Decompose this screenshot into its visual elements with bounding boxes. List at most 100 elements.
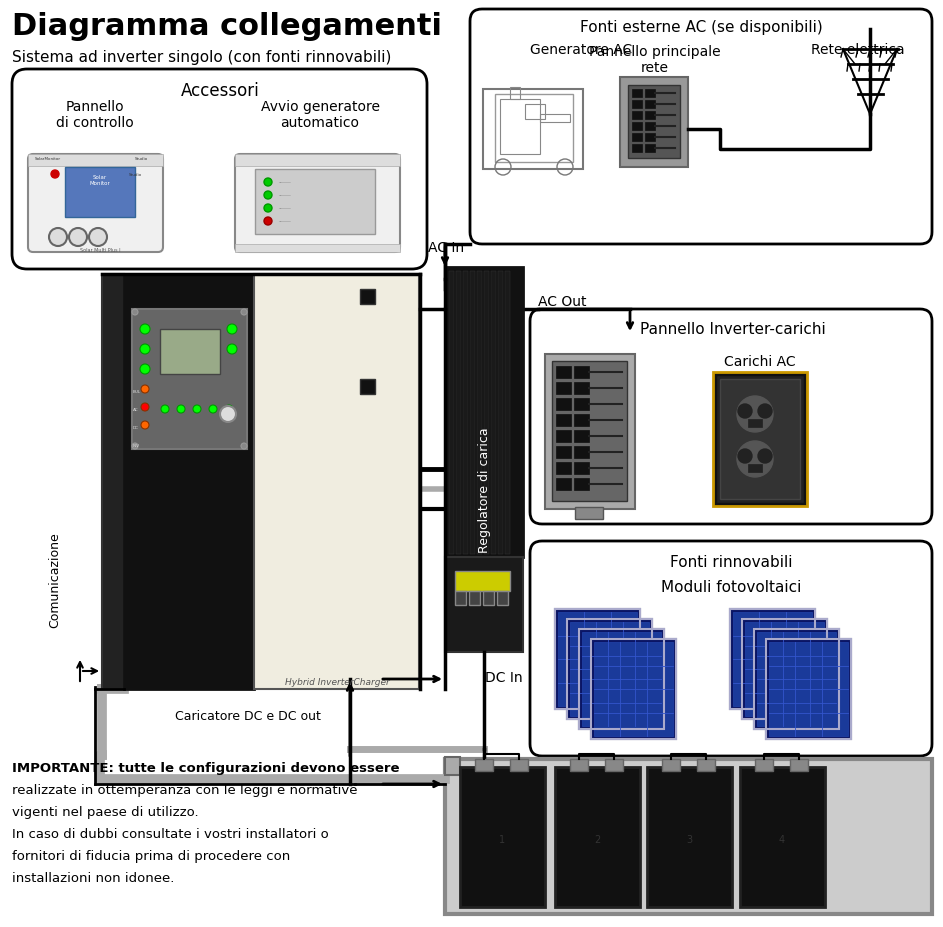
Bar xyxy=(740,768,825,907)
Text: In caso di dubbi consultate i vostri installatori o: In caso di dubbi consultate i vostri ins… xyxy=(12,827,329,840)
Text: Caricatore DC e DC out: Caricatore DC e DC out xyxy=(175,709,321,722)
Bar xyxy=(567,619,652,719)
Bar xyxy=(570,622,649,717)
Text: realizzate in ottemperanza con le leggi e normative: realizzate in ottemperanza con le leggi … xyxy=(12,783,357,796)
Bar xyxy=(556,463,571,475)
Bar xyxy=(463,272,468,554)
Text: BUL: BUL xyxy=(133,389,141,394)
Text: Regolatore di carica: Regolatore di carica xyxy=(477,426,490,552)
Bar xyxy=(632,90,642,98)
Bar xyxy=(495,95,573,163)
Bar xyxy=(715,375,805,504)
Bar xyxy=(445,557,523,653)
Bar xyxy=(255,170,375,235)
Bar xyxy=(632,133,642,142)
Bar xyxy=(445,759,932,914)
Text: 1: 1 xyxy=(499,834,505,844)
Bar xyxy=(498,272,503,554)
Bar xyxy=(628,86,680,159)
Circle shape xyxy=(264,205,272,213)
Bar xyxy=(748,420,762,427)
Bar xyxy=(745,622,824,717)
Circle shape xyxy=(264,179,272,187)
Circle shape xyxy=(140,324,150,335)
Bar xyxy=(555,609,640,709)
Bar xyxy=(575,507,603,519)
Bar xyxy=(579,629,664,730)
Circle shape xyxy=(241,310,247,316)
Bar xyxy=(132,310,247,450)
Text: fornitori di fiducia prima di procedere con: fornitori di fiducia prima di procedere … xyxy=(12,849,290,862)
Bar xyxy=(645,133,655,142)
Circle shape xyxy=(227,324,237,335)
Bar xyxy=(477,272,482,554)
Bar xyxy=(455,591,466,605)
Circle shape xyxy=(132,443,138,450)
Bar xyxy=(102,274,124,690)
Bar xyxy=(449,272,454,554)
Bar xyxy=(556,383,571,395)
Bar xyxy=(632,123,642,131)
Circle shape xyxy=(140,345,150,355)
Circle shape xyxy=(161,405,169,413)
Bar xyxy=(360,379,375,395)
Bar xyxy=(591,640,676,739)
Bar xyxy=(556,414,571,426)
Circle shape xyxy=(177,405,185,413)
Circle shape xyxy=(225,405,233,413)
Circle shape xyxy=(758,450,772,464)
Bar xyxy=(748,464,762,473)
Circle shape xyxy=(264,218,272,226)
Text: ______: ______ xyxy=(278,218,290,222)
FancyBboxPatch shape xyxy=(12,70,427,270)
Circle shape xyxy=(69,229,87,247)
Text: Avvio generatore
automatico: Avvio generatore automatico xyxy=(260,100,379,130)
Bar xyxy=(556,399,571,411)
Bar xyxy=(620,78,688,168)
Text: Studio: Studio xyxy=(135,157,148,160)
Bar xyxy=(555,609,640,709)
Bar xyxy=(720,379,800,500)
Bar xyxy=(497,591,508,605)
Bar xyxy=(360,289,375,305)
Bar xyxy=(645,101,655,108)
Bar xyxy=(591,640,676,739)
Circle shape xyxy=(738,404,752,419)
Text: 2: 2 xyxy=(594,834,600,844)
Bar xyxy=(645,123,655,131)
Text: ______: ______ xyxy=(278,192,290,196)
Bar xyxy=(555,768,640,907)
FancyBboxPatch shape xyxy=(530,541,932,756)
Bar xyxy=(790,759,808,771)
FancyBboxPatch shape xyxy=(470,10,932,245)
Bar xyxy=(540,115,570,123)
Bar xyxy=(605,759,623,771)
Bar xyxy=(742,619,827,719)
Bar xyxy=(754,629,839,730)
Text: Solar
Monitor: Solar Monitor xyxy=(90,175,110,185)
Bar xyxy=(160,330,220,375)
Text: AC Out: AC Out xyxy=(538,295,587,309)
Circle shape xyxy=(227,345,237,355)
Text: Moduli fotovoltaici: Moduli fotovoltaici xyxy=(661,579,802,594)
Bar xyxy=(713,373,807,506)
Bar xyxy=(574,430,589,442)
Bar xyxy=(525,105,545,120)
Bar xyxy=(491,272,496,554)
Bar xyxy=(574,366,589,378)
Bar xyxy=(769,642,848,736)
Text: AC: AC xyxy=(133,408,139,412)
Circle shape xyxy=(737,441,773,477)
Bar xyxy=(574,463,589,475)
Bar xyxy=(647,768,732,907)
Circle shape xyxy=(89,229,107,247)
Bar xyxy=(645,90,655,98)
Circle shape xyxy=(264,192,272,200)
Text: vigenti nel paese di utilizzo.: vigenti nel paese di utilizzo. xyxy=(12,806,199,819)
Bar xyxy=(662,759,680,771)
Text: Fonti rinnovabili: Fonti rinnovabili xyxy=(670,554,792,569)
Text: Pannello principale
rete: Pannello principale rete xyxy=(589,44,720,75)
Circle shape xyxy=(758,404,772,419)
Bar xyxy=(470,272,475,554)
Bar xyxy=(460,768,545,907)
